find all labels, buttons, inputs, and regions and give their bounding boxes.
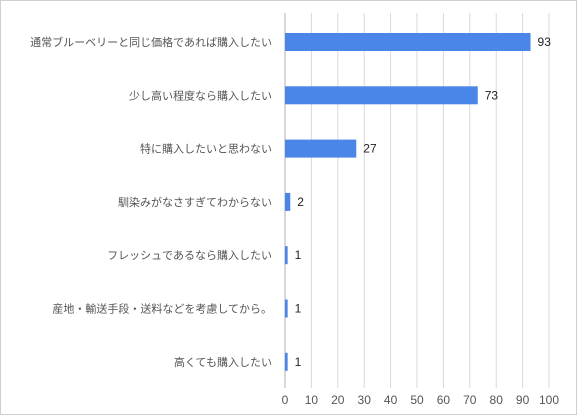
x-tick-labels: 0 10 20 30 40 50 60 70 80 90 100 — [282, 393, 560, 407]
bars — [285, 33, 531, 371]
category-label: 特に購入したいと思わない — [140, 142, 272, 156]
x-tick-label: 20 — [331, 393, 345, 407]
x-tick-label: 60 — [437, 393, 451, 407]
data-label: 27 — [363, 142, 377, 156]
data-label: 2 — [297, 195, 304, 209]
category-label: 産地・輸送手段・送料などを考慮してから。 — [52, 302, 272, 316]
bar — [285, 139, 357, 158]
bar — [285, 192, 291, 211]
bar — [285, 299, 288, 318]
x-tick-label: 100 — [539, 393, 559, 407]
bar — [285, 352, 288, 371]
category-label: 通常ブルーベリーと同じ価格であれば購入したい — [30, 35, 272, 49]
x-tick-label: 90 — [516, 393, 530, 407]
data-label: 73 — [485, 88, 499, 102]
x-tick-label: 70 — [463, 393, 477, 407]
x-tick-label: 10 — [305, 393, 319, 407]
category-labels: 通常ブルーベリーと同じ価格であれば購入したい少し高い程度なら購入したい特に購入し… — [30, 35, 272, 369]
gridlines — [284, 13, 550, 388]
data-label: 1 — [295, 355, 302, 369]
data-label: 93 — [538, 35, 552, 49]
x-tick-label: 30 — [358, 393, 372, 407]
bar — [285, 33, 531, 51]
category-label: 高くても購入したい — [174, 355, 272, 369]
category-label: フレッシュであるなら購入したい — [107, 248, 272, 262]
x-tick-label: 0 — [282, 393, 289, 407]
bar — [285, 246, 288, 265]
x-tick-label: 40 — [384, 393, 398, 407]
x-tick-label: 50 — [410, 393, 424, 407]
bar — [285, 86, 478, 105]
x-tick-label: 80 — [490, 393, 504, 407]
category-label: 少し高い程度なら購入したい — [129, 88, 272, 102]
data-label: 1 — [295, 302, 302, 316]
category-label: 馴染みがなさすぎてわからない — [118, 195, 272, 209]
data-labels: 93 73 27 2 1 1 1 — [295, 35, 552, 369]
data-label: 1 — [295, 248, 302, 262]
